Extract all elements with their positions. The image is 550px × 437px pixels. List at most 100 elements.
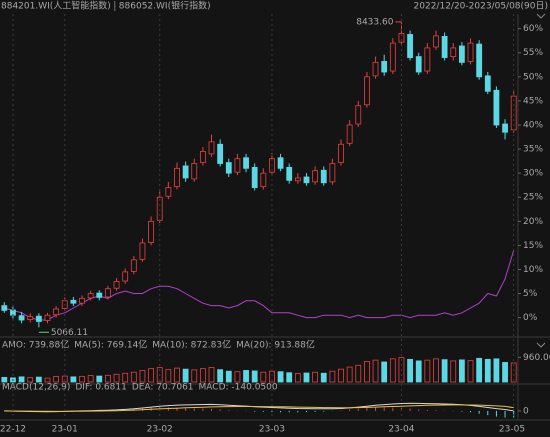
volume-bar [441, 359, 448, 383]
low-label: 5066.11 [51, 328, 88, 338]
candle-body [217, 143, 224, 164]
volume-bar [1, 376, 8, 383]
candle-body [191, 163, 198, 180]
candle-body [372, 61, 379, 77]
candle-body [286, 166, 293, 181]
candle-body [251, 166, 258, 188]
volume-bar [79, 375, 85, 383]
volume-bar [96, 375, 103, 383]
legend-item: MACD(12,26,9) [2, 383, 70, 393]
legend-item: AMO: 739.88亿 [2, 339, 69, 351]
volume-bar [502, 362, 508, 383]
candle-body [458, 45, 465, 63]
volume-bar [381, 361, 388, 383]
candle-body [105, 288, 111, 298]
volume-bar [510, 362, 517, 383]
x-tick-label: 23-03 [259, 425, 285, 435]
y-tick-label: 15% [523, 241, 543, 251]
candle-body [182, 165, 189, 179]
candle-body [27, 316, 34, 320]
candle-body [381, 61, 388, 73]
legend-item: DIF: 0.6811 [75, 383, 126, 393]
x-tick-label: 23-05 [499, 425, 525, 435]
y-tick-label: 10% [523, 265, 543, 275]
candle-body [1, 305, 8, 311]
candle-body [260, 172, 267, 188]
volume-bar [294, 373, 301, 383]
candle-body [424, 47, 431, 72]
volume-bar [303, 372, 310, 383]
candle-body [225, 162, 232, 174]
y-tick-label: 30% [523, 169, 543, 179]
volume-bar [312, 371, 319, 383]
volume-bar [182, 368, 189, 383]
volume-bar [87, 375, 94, 383]
y-tick-label: 45% [523, 96, 543, 106]
volume-bar [165, 369, 172, 383]
volume-bar [122, 372, 129, 383]
candle-body [130, 259, 137, 272]
volume-bar [320, 372, 327, 383]
y-tick-label: 40% [523, 120, 543, 130]
y-tick-label: 55% [523, 48, 543, 58]
candle-body [44, 314, 51, 321]
candle-body [122, 271, 129, 282]
y-tick-label: 0 [523, 406, 529, 416]
volume-bar [355, 364, 362, 383]
volume-bar [199, 368, 206, 383]
volume-bar [44, 377, 51, 383]
volume-bar [18, 376, 25, 383]
x-tick-label: 23-04 [388, 425, 414, 435]
x-tick-label: 22-12 [0, 425, 26, 435]
candle-body [70, 299, 77, 304]
y-tick-label: 50% [523, 72, 543, 82]
y-tick-label: 20% [523, 217, 543, 227]
volume-bar [458, 359, 465, 383]
candle-body [199, 151, 206, 163]
candle-body [113, 281, 120, 289]
volume-bar [234, 371, 241, 383]
candle-body [277, 157, 284, 169]
y-tick-label: 25% [523, 193, 543, 203]
candle-body [407, 34, 413, 58]
volume-bar [130, 371, 137, 383]
volume-bar [70, 376, 77, 383]
expand-icon[interactable] [536, 342, 546, 348]
candle-body [398, 33, 405, 43]
candle-body [320, 169, 327, 184]
volume-bar [139, 370, 146, 383]
volume-bar [415, 360, 422, 383]
volume-bar [191, 369, 198, 383]
y-tick-label: 35% [523, 145, 543, 155]
y-tick-label: 60% [523, 24, 543, 34]
candle-body [165, 187, 172, 197]
candle-body [312, 170, 319, 183]
series-name: 884201.WI(人工智能指数) [1, 0, 111, 12]
volume-bar [174, 367, 180, 383]
volume-bar [450, 360, 457, 383]
candle-body [234, 158, 241, 173]
candle-body [35, 315, 42, 322]
dea-line [4, 404, 514, 412]
candle-body [450, 47, 457, 58]
volume-bar [467, 360, 474, 383]
candle-body [87, 293, 94, 299]
date-range: 2022/12/20-2023/05/08(90日) [414, 1, 548, 12]
legend-item: DEA: 70.7061 [132, 383, 194, 393]
candle-body [346, 124, 353, 144]
volume-bar [277, 371, 284, 383]
candle-body [294, 177, 301, 182]
volume-bar [346, 366, 353, 383]
volume-bar [484, 358, 491, 383]
candle-body [484, 75, 491, 92]
x-tick-label: 23-02 [147, 425, 173, 435]
volume-bar [243, 370, 249, 383]
series-line [4, 250, 515, 321]
volume-bar [329, 370, 336, 383]
legend-item: MA(5): 769.14亿 [74, 339, 147, 351]
volume-bar [225, 370, 232, 383]
volume-bar [53, 376, 60, 383]
expand-icon[interactable] [536, 13, 546, 19]
candle-body [303, 176, 310, 184]
candle-body [208, 141, 215, 155]
